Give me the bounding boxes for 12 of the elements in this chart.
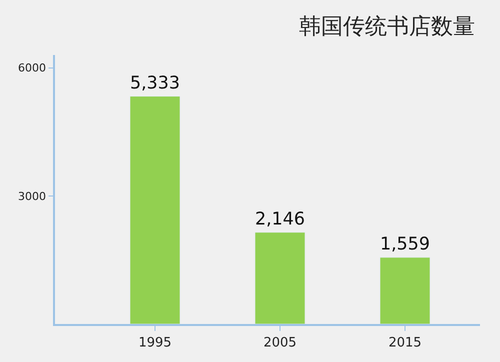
- bar: [130, 96, 180, 324]
- x-tick-label: 2015: [388, 335, 422, 350]
- data-label: 2,146: [255, 210, 305, 230]
- x-tick-label: 1995: [138, 335, 172, 350]
- y-tick-label: 3000: [18, 190, 46, 203]
- data-label: 1,559: [380, 234, 430, 255]
- y-tick-label: 6000: [18, 62, 46, 75]
- bar: [254, 232, 306, 324]
- x-tick-label: 2005: [263, 335, 297, 350]
- data-label: 5,333: [130, 73, 180, 94]
- chart-title: 韩国传统书店数量: [299, 14, 475, 40]
- bar: [380, 257, 430, 324]
